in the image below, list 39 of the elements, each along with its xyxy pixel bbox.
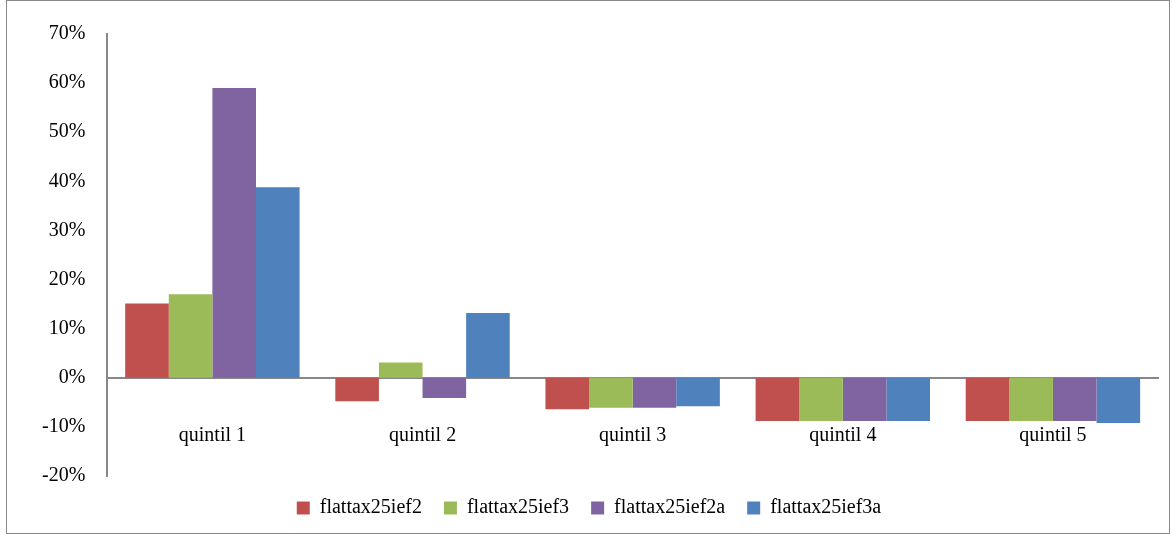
legend-label: flattax25ief2a xyxy=(614,495,726,518)
y-tick-label: 0% xyxy=(58,365,86,388)
bar xyxy=(378,362,423,378)
x-tick-label: quintil 2 xyxy=(388,423,457,447)
bar xyxy=(335,377,379,402)
legend-label: flattax25ief3 xyxy=(466,495,570,518)
y-tick-label: 40% xyxy=(48,168,86,191)
y-tick-label: 70% xyxy=(48,21,86,44)
bar xyxy=(676,377,720,407)
x-tick-label: quintil 5 xyxy=(1019,423,1087,447)
bar xyxy=(125,303,169,378)
y-tick-label: 10% xyxy=(48,315,86,338)
bar xyxy=(799,377,843,421)
bar xyxy=(422,377,467,398)
legend-label: flattax25ief2 xyxy=(319,495,422,518)
y-tick-label: 20% xyxy=(48,266,86,289)
bar xyxy=(1096,377,1141,423)
y-tick-label: 30% xyxy=(48,217,86,240)
x-tick-label: quintil 3 xyxy=(599,423,667,447)
bar xyxy=(545,377,590,410)
bar xyxy=(212,88,256,378)
bar xyxy=(886,377,930,421)
bar xyxy=(755,377,800,421)
legend-label: flattax25ief3a xyxy=(770,495,882,518)
bar xyxy=(168,294,213,378)
bar xyxy=(842,377,887,421)
x-tick-label: quintil 1 xyxy=(178,423,247,447)
bar xyxy=(255,187,300,378)
bar xyxy=(1009,377,1053,421)
bar xyxy=(466,312,510,378)
y-tick-label: -10% xyxy=(41,414,86,437)
bar xyxy=(965,377,1010,421)
y-tick-label: 60% xyxy=(48,70,86,93)
y-tick-label: -20% xyxy=(41,463,86,486)
x-tick-label: quintil 4 xyxy=(809,423,877,447)
bar xyxy=(589,377,633,408)
bar xyxy=(1052,377,1097,421)
y-tick-label: 50% xyxy=(48,119,86,142)
bar xyxy=(632,377,677,408)
